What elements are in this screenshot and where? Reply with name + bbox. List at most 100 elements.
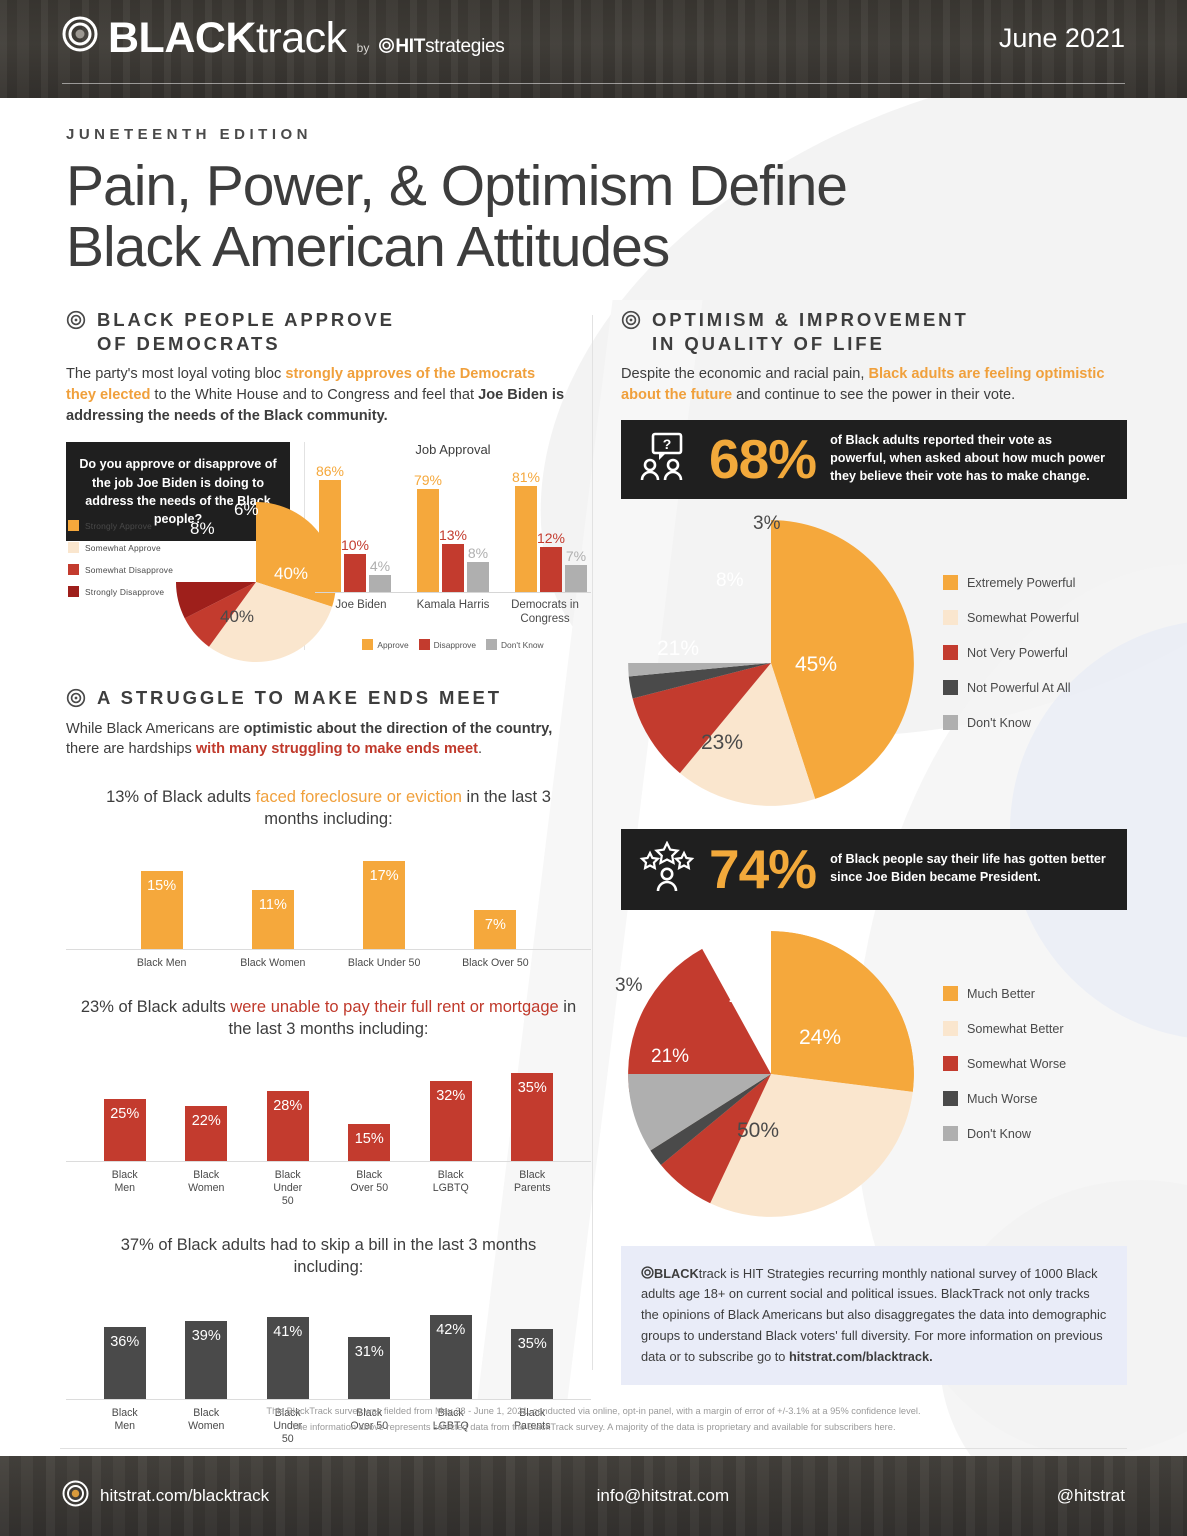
chart-title: 37% of Black adults had to skip a bill i… [66, 1234, 591, 1279]
legend-swatch [943, 645, 958, 661]
bar-value: 11% [258, 896, 287, 913]
svg-text:?: ? [663, 436, 672, 452]
source-line-1: This BlackTrack survey was fielded from … [266, 1406, 921, 1416]
bar-value: 79% [413, 472, 443, 489]
bar-value: 42% [436, 1322, 466, 1339]
legend-item: Somewhat Disapprove [68, 564, 173, 576]
legend-item: Extremely Powerful [943, 575, 1079, 591]
bar: 39% [185, 1321, 228, 1400]
approve-pie-legend: Strongly Approve Somewhat Approve Somewh… [68, 520, 173, 608]
legend-item: Don't Know [943, 1126, 1066, 1142]
bar: 31% [348, 1337, 391, 1400]
page-footer: hitstrat.com/blacktrack info@hitstrat.co… [0, 1456, 1187, 1536]
bullseye-icon [62, 1480, 89, 1512]
pie-value-label: 50% [737, 1118, 780, 1142]
legend-swatch [68, 586, 79, 598]
approve-body-part-2: to the White House and to Congress and f… [150, 387, 479, 404]
pie-value-label: 3% [753, 512, 781, 534]
title-highlight: faced foreclosure or eviction [255, 788, 462, 807]
bar-approve: 81% [512, 469, 540, 593]
bar: 36% [103, 1327, 146, 1400]
axis-label: Black Women [188, 1169, 225, 1195]
vote-power-callout: ? 68% of Black adults reported their vot… [621, 419, 1127, 499]
approve-pie-graphic: 40% 40% 8% 6% [176, 500, 336, 663]
logo-track: track [255, 14, 347, 62]
note-link[interactable]: hitstrat.com/blacktrack. [788, 1348, 933, 1364]
axis-label: Black Men [111, 1169, 138, 1195]
legend-swatch [943, 1056, 958, 1072]
footer-handle[interactable]: @hitstrat [1056, 1486, 1125, 1505]
bar-value: 13% [438, 527, 468, 544]
legend-label: Somewhat Approve [85, 542, 161, 553]
bar-group: 79% 13% 8% [414, 472, 489, 593]
bar: 35% [511, 1073, 554, 1162]
pie-value-label: 24% [799, 1025, 842, 1049]
source-divider [60, 1448, 1127, 1449]
pie-value-label: 40% [220, 607, 255, 627]
footer-website[interactable]: hitstrat.com/blacktrack [100, 1486, 270, 1505]
bar-value: 17% [369, 867, 399, 884]
section-heading-approve: BLACK PEOPLE APPROVE OF DEMOCRATS [66, 308, 591, 355]
legend-label: Much Better [967, 986, 1035, 1001]
bar: 41% [266, 1317, 309, 1400]
pie-value-label: 16% [728, 983, 771, 1007]
issue-date: June 2021 [998, 22, 1125, 53]
optimism-heading-line-1: OPTIMISM & IMPROVEMENT [652, 308, 969, 330]
legend-swatch [943, 715, 958, 731]
survey-question: Do you approve or disapprove of the job … [66, 442, 290, 542]
bar-group: 86% 10% 4% [316, 463, 391, 593]
axis-label: Black Women [188, 1407, 225, 1433]
optimism-body-text: Despite the economic and racial pain, Bl… [621, 364, 1127, 405]
chart-title: 23% of Black adults were unable to pay t… [66, 996, 591, 1041]
axis-label: Black LGBTQ [432, 1407, 469, 1433]
bar-approve: 86% [316, 463, 344, 593]
bar-value: 81% [511, 469, 541, 486]
chart-title: 13% of Black adults faced foreclosure or… [66, 786, 591, 831]
bar-value: 36% [110, 1334, 140, 1351]
bar-disapprove: 12% [537, 530, 565, 593]
bar-value: 86% [315, 463, 345, 480]
legend-swatch [943, 1091, 958, 1107]
struggle-heading: A STRUGGLE TO MAKE ENDS MEET [97, 687, 502, 709]
bar: 28% [266, 1091, 309, 1162]
footer-email[interactable]: info@hitstrat.com [596, 1486, 730, 1505]
legend-label: Strongly Disapprove [85, 586, 165, 597]
bullseye-icon [62, 16, 98, 57]
axis-label: Black LGBTQ [432, 1169, 469, 1195]
optimism-body-part-2: and continue to see the power in their v… [732, 387, 1016, 404]
approve-heading-line-1: BLACK PEOPLE APPROVE [97, 308, 395, 330]
legend-swatch [943, 986, 958, 1002]
page-header: BLACKtrack by HITstrategies June 2021 [0, 0, 1187, 98]
bar-value: 39% [191, 1328, 221, 1345]
axis-label: Black Over 50 [462, 956, 529, 969]
legend-item: Strongly Disapprove [68, 586, 173, 598]
legend-item: Strongly Approve [68, 520, 173, 532]
legend-item: Not Very Powerful [943, 645, 1079, 661]
bar-dontknow: 7% [565, 548, 587, 593]
page-title: Pain, Power, & Optimism Define Black Ame… [66, 156, 1187, 278]
struggle-body-part-2: there are hardships [66, 741, 196, 758]
optimism-body-part-1: Despite the economic and racial pain, [621, 366, 869, 383]
legend-swatch [943, 1126, 958, 1142]
bar-group: 81% 12% 7% [512, 469, 587, 593]
header-divider [62, 83, 1125, 84]
legend-label: Disapprove [433, 639, 476, 650]
bar-value: 32% [436, 1088, 466, 1105]
bar-value: 35% [517, 1336, 547, 1353]
pie-value-label: 6% [234, 500, 259, 520]
approve-body-text: The party's most loyal voting bloc stron… [66, 364, 566, 426]
vote-power-legend: Extremely Powerful Somewhat Powerful Not… [943, 575, 1079, 750]
about-blacktrack-note: BLACKtrack is HIT Strategies recurring m… [621, 1245, 1127, 1386]
axis-label: Black Under 50 [347, 956, 421, 969]
axis-label: Black Men [136, 956, 187, 969]
title-part-1: 37% of Black adults [120, 1235, 271, 1254]
note-bullseye-icon [641, 1266, 654, 1281]
bar: 7% [474, 909, 517, 949]
pie-value-label: 8% [190, 519, 215, 539]
title-part-1: 23% of Black adults [80, 997, 231, 1016]
bar-value: 7% [565, 548, 587, 565]
life-better-callout: 74% of Black people say their life has g… [621, 828, 1127, 910]
pie-value-label: 45% [795, 652, 838, 676]
legend-label: Somewhat Powerful [967, 610, 1079, 625]
